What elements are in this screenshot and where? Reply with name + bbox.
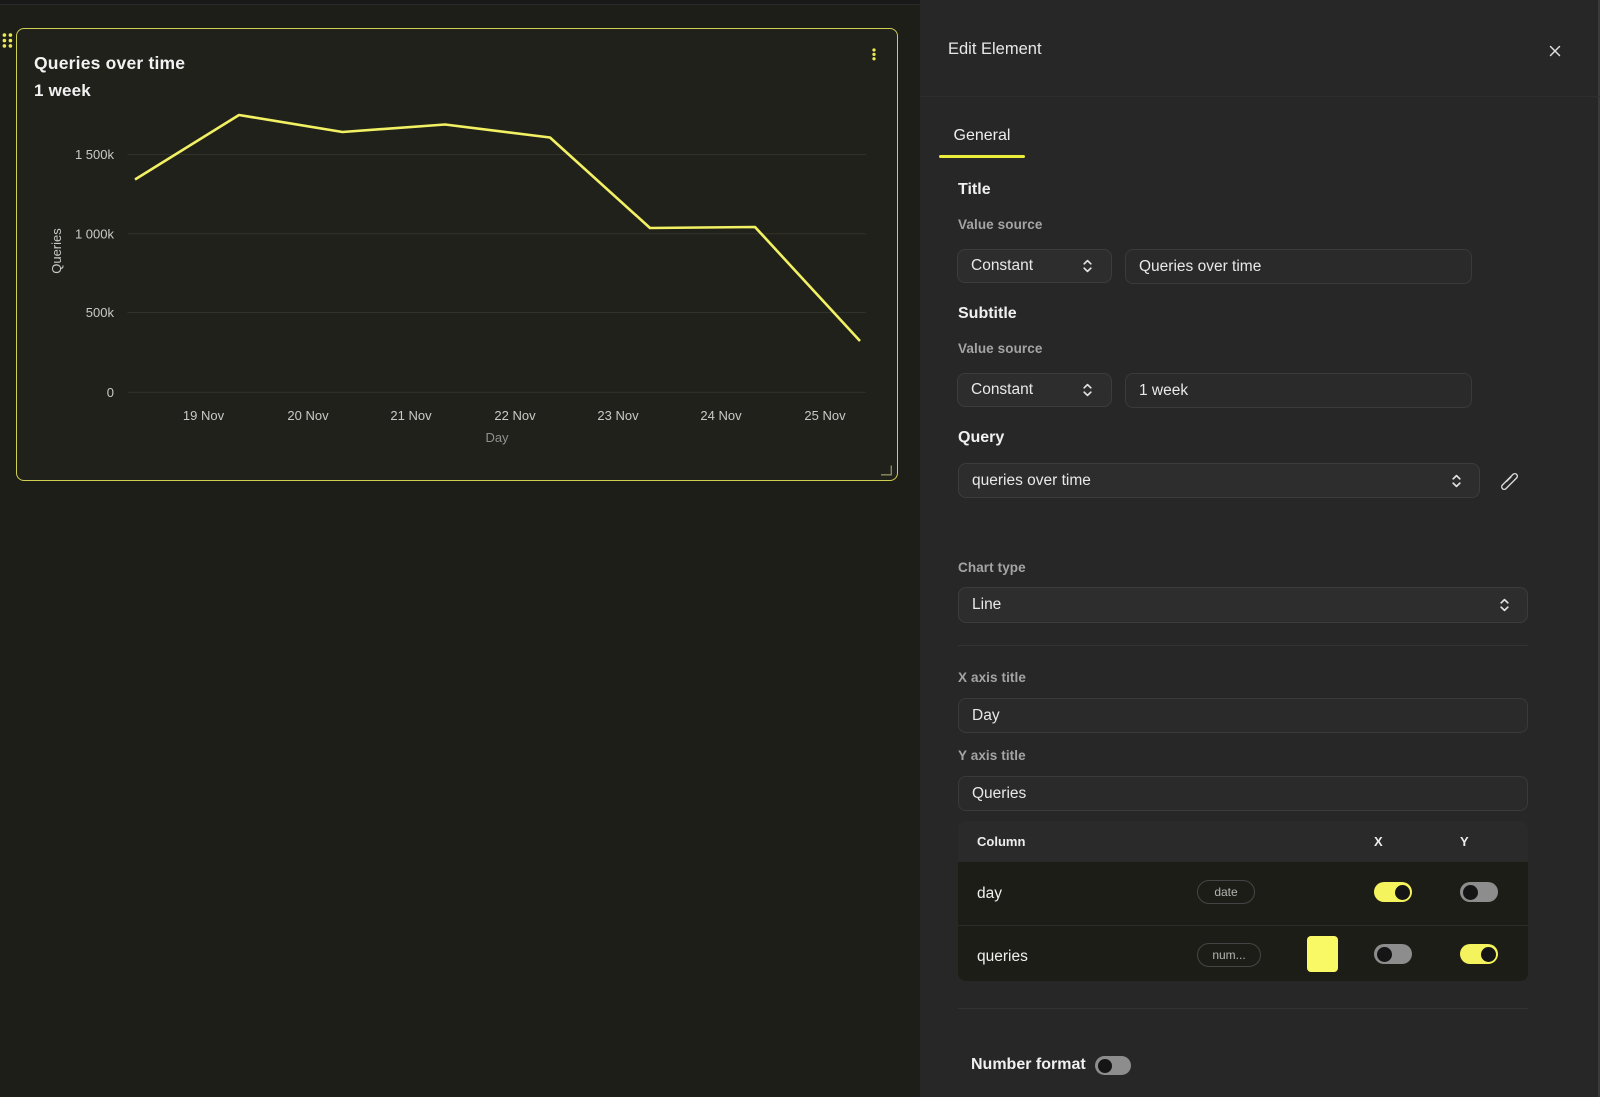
svg-text:1 500k: 1 500k	[75, 147, 115, 162]
svg-text:23 Nov: 23 Nov	[597, 408, 639, 423]
svg-text:22 Nov: 22 Nov	[494, 408, 536, 423]
svg-text:20 Nov: 20 Nov	[287, 408, 329, 423]
svg-text:0: 0	[107, 385, 114, 400]
svg-text:Queries: Queries	[49, 228, 64, 274]
svg-text:25 Nov: 25 Nov	[804, 408, 846, 423]
svg-text:24 Nov: 24 Nov	[700, 408, 742, 423]
svg-text:500k: 500k	[86, 305, 115, 320]
svg-text:21 Nov: 21 Nov	[390, 408, 432, 423]
svg-text:Day: Day	[485, 430, 509, 445]
svg-text:1 000k: 1 000k	[75, 226, 115, 241]
svg-text:19 Nov: 19 Nov	[183, 408, 225, 423]
